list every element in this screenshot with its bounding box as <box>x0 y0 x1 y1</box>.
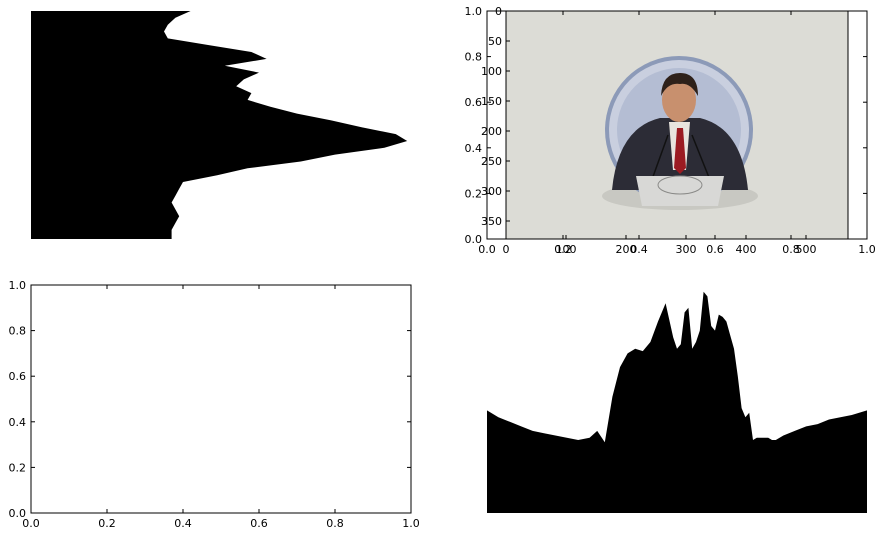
image-outer-x-tick-label: 1.0 <box>858 243 876 256</box>
tie <box>674 128 686 174</box>
image-x-tick-label: 100 <box>556 243 577 256</box>
column-profile-area <box>487 291 867 513</box>
image-y-tick-label: 150 <box>481 95 502 108</box>
image-x-tick-label: 500 <box>796 243 817 256</box>
empty-axes-frame <box>30 284 412 514</box>
image-y-tick-label: 100 <box>481 65 502 78</box>
empty-axes-y-tick-label: 0.6 <box>9 370 27 383</box>
empty-axes-x-tick-label: 0.2 <box>98 517 116 530</box>
image-outer-y-tick-label: 1.0 <box>465 5 483 18</box>
empty-axes-y-tick-label: 0.2 <box>9 461 27 474</box>
empty-axes-x-tick-label: 0.6 <box>250 517 268 530</box>
empty-axes-panel: 0.0 0.2 0.4 0.6 0.8 1.0 1.0 0.8 0.6 0.4 0.2 0.0 <box>9 279 420 530</box>
image-outer-x-tick-label: 0.0 <box>478 243 496 256</box>
image-outer-y-tick-label: 0.4 <box>465 142 483 155</box>
empty-axes-y-tick-label: 0.8 <box>9 325 27 338</box>
image-outer-y-tick-label: 0.2 <box>465 187 483 200</box>
image-panel: 0.0 0.2 0.4 0.6 0.8 1.0 1.0 0.8 0.6 0.4 0.2 0.0 0 100… <box>465 5 876 256</box>
image-y-tick-label: 200 <box>481 125 502 138</box>
empty-axes-x-tick-label: 0.0 <box>22 517 40 530</box>
image-y-tick-label: 350 <box>481 215 502 228</box>
empty-axes-y-tick-label: 1.0 <box>9 279 27 292</box>
empty-axes-x-tick-label: 1.0 <box>402 517 420 530</box>
badge-photo <box>505 10 849 240</box>
image-x-tick-label: 300 <box>676 243 697 256</box>
image-outer-y-tick-label: 0.8 <box>465 51 483 64</box>
image-x-tick-label: 0 <box>503 243 510 256</box>
empty-axes-x-tick-label: 0.4 <box>174 517 192 530</box>
empty-axes-y-tick-label: 0.4 <box>9 416 27 429</box>
image-outer-x-tick-label: 0.4 <box>630 243 648 256</box>
row-profile-area <box>31 11 408 239</box>
column-profile-panel <box>487 291 867 513</box>
image-outer-y-tick-label: 0.0 <box>465 233 483 246</box>
row-profile-panel <box>31 11 408 239</box>
face <box>662 78 696 122</box>
podium-seal <box>657 175 703 195</box>
image-outer-x-tick-label: 0.8 <box>782 243 800 256</box>
empty-axes-ticks: 0.0 0.2 0.4 0.6 0.8 1.0 1.0 0.8 0.6 0.4 0.2 0.0 <box>9 279 420 530</box>
image-y-tick-label: 300 <box>481 185 502 198</box>
image-outer-y-tick-label: 0.6 <box>465 96 483 109</box>
podium <box>636 176 724 206</box>
image-outer-x-tick-label: 0.6 <box>706 243 724 256</box>
image-outer-x-tick-label: 0.2 <box>554 243 572 256</box>
empty-axes-x-tick-label: 0.8 <box>326 517 344 530</box>
image-y-tick-label: 0 <box>495 5 502 18</box>
image-x-tick-label: 200 <box>616 243 637 256</box>
image-y-tick-label: 50 <box>488 35 502 48</box>
image-axis-ticks: 0.0 0.2 0.4 0.6 0.8 1.0 1.0 0.8 0.6 0.4 0.2 0.0 0 100… <box>465 5 876 256</box>
empty-axes-y-tick-label: 0.0 <box>9 507 27 520</box>
hair <box>661 73 698 96</box>
image-inner-frame <box>505 10 849 240</box>
image-y-tick-label: 250 <box>481 155 502 168</box>
image-x-tick-label: 400 <box>736 243 757 256</box>
